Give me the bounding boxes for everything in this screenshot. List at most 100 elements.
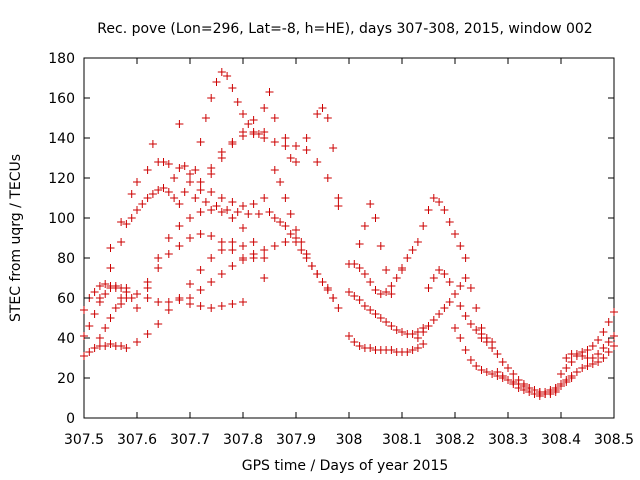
data-point — [302, 254, 311, 262]
data-point — [588, 354, 597, 362]
data-point — [445, 218, 454, 226]
data-point — [557, 380, 565, 388]
data-point — [456, 334, 465, 342]
data-point — [461, 254, 470, 262]
data-point — [111, 304, 120, 312]
plot-frame — [83, 57, 615, 419]
y-tick-label: 0 — [66, 411, 75, 427]
data-point — [398, 328, 406, 336]
data-point — [101, 342, 110, 350]
data-point — [578, 364, 587, 372]
data-point — [477, 366, 486, 374]
data-point — [562, 376, 571, 384]
data-point — [270, 166, 279, 174]
data-point — [228, 238, 237, 246]
data-point — [445, 298, 454, 306]
data-point — [313, 110, 322, 118]
chart-title: Rec. pove (Lon=296, Lat=-8, h=HE), days … — [97, 21, 592, 37]
data-point — [424, 206, 433, 214]
x-tick-label: 307.7 — [170, 432, 210, 448]
data-point — [509, 380, 518, 388]
data-point — [286, 230, 295, 238]
data-point — [419, 340, 428, 348]
data-point — [217, 270, 226, 278]
data-point — [254, 210, 263, 218]
data-point — [260, 246, 269, 254]
y-axis-ticks: 0 20 40 60 80 100 120 140 160 180 — [48, 51, 614, 427]
data-point — [355, 296, 364, 304]
data-point — [604, 348, 613, 356]
data-point — [557, 370, 565, 378]
data-point — [228, 262, 237, 270]
data-point — [376, 242, 385, 250]
data-point — [350, 260, 359, 268]
data-point — [360, 270, 369, 278]
data-point — [329, 144, 338, 152]
data-point — [217, 154, 226, 162]
data-point — [387, 346, 396, 354]
x-tick-label: 307.9 — [276, 432, 316, 448]
data-point — [191, 166, 200, 174]
data-point — [429, 316, 438, 324]
data-point — [270, 114, 279, 122]
data-point — [154, 264, 163, 272]
data-point — [281, 142, 290, 150]
data-point — [133, 304, 141, 312]
data-point — [207, 304, 216, 312]
data-point — [451, 230, 459, 238]
data-point — [360, 302, 369, 310]
data-point — [201, 198, 210, 206]
data-point — [143, 284, 152, 292]
data-point — [143, 194, 152, 202]
y-axis-label: STEC from uqrg / TECUs — [8, 154, 24, 322]
data-point — [239, 242, 247, 250]
data-point — [535, 392, 544, 400]
data-point — [276, 218, 285, 226]
data-point — [519, 386, 528, 394]
data-point — [196, 178, 205, 186]
data-point — [207, 206, 216, 214]
data-point — [371, 310, 380, 318]
data-point — [143, 294, 152, 302]
data-point — [366, 306, 375, 314]
data-point — [440, 206, 449, 214]
data-point — [567, 372, 576, 380]
x-tick-label: 307.8 — [223, 432, 263, 448]
data-point — [387, 322, 396, 330]
data-point — [451, 290, 459, 298]
data-point — [318, 104, 327, 112]
x-axis-ticks: 307.5 307.6 307.7 307.8 307.9 308 308.1 308.2 30… — [64, 58, 634, 448]
data-point — [281, 134, 290, 142]
data-point — [546, 388, 555, 396]
data-point — [260, 194, 269, 202]
data-point — [610, 308, 618, 316]
data-point — [493, 350, 502, 358]
data-point — [180, 188, 189, 196]
data-point — [382, 318, 391, 326]
data-point — [106, 314, 115, 322]
data-point — [90, 310, 99, 318]
data-point — [122, 284, 131, 292]
data-point — [122, 344, 131, 352]
data-point — [366, 344, 375, 352]
data-point — [217, 68, 226, 76]
data-point — [228, 84, 237, 92]
data-point — [276, 178, 285, 186]
data-point — [472, 326, 481, 334]
data-point — [170, 194, 179, 202]
data-point — [594, 358, 603, 366]
data-point — [196, 266, 205, 274]
data-point — [133, 290, 141, 298]
y-tick-label: 60 — [57, 291, 75, 307]
data-point — [239, 298, 247, 306]
data-point — [106, 340, 115, 348]
data-point — [228, 300, 237, 308]
data-point — [207, 170, 216, 178]
data-point — [106, 264, 115, 272]
data-point — [175, 222, 184, 230]
data-point — [164, 250, 173, 258]
data-point — [466, 284, 475, 292]
data-point — [408, 346, 417, 354]
data-point — [196, 208, 205, 216]
data-point — [223, 72, 232, 80]
